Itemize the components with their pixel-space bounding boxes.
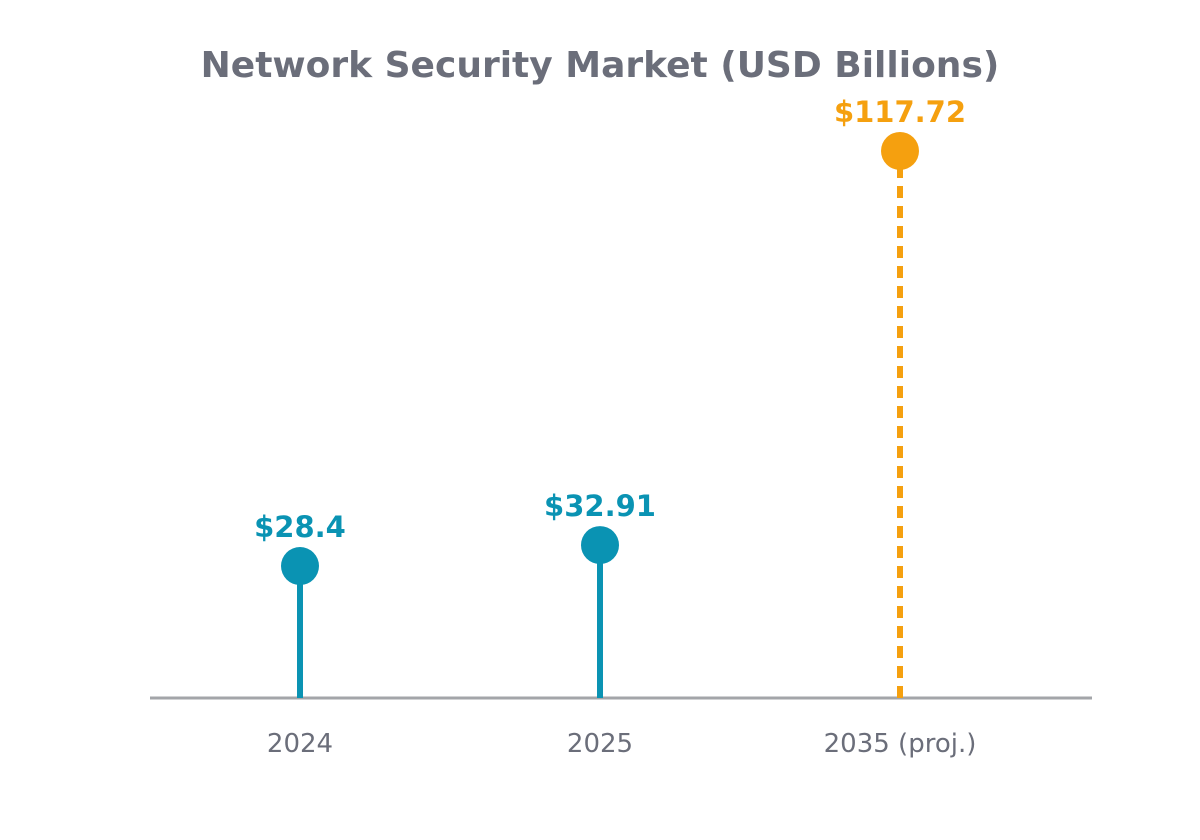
x-tick-label-0: 2024 bbox=[267, 729, 333, 759]
x-tick-label-2: 2035 (proj.) bbox=[824, 729, 977, 759]
value-label-1: $32.91 bbox=[544, 489, 656, 523]
chart-marks: $28.4 2024 $32.91 2025 $117.72 2035 (proj.) bbox=[254, 95, 976, 759]
lollipop-dot-1 bbox=[581, 526, 619, 565]
chart-title: Network Security Market (USD Billions) bbox=[201, 45, 1000, 86]
x-tick-label-1: 2025 bbox=[567, 729, 633, 759]
lollipop-dot-2 bbox=[881, 131, 919, 170]
value-label-2: $117.72 bbox=[834, 95, 966, 129]
lollipop-dot-0 bbox=[281, 547, 319, 586]
value-label-0: $28.4 bbox=[254, 510, 346, 544]
